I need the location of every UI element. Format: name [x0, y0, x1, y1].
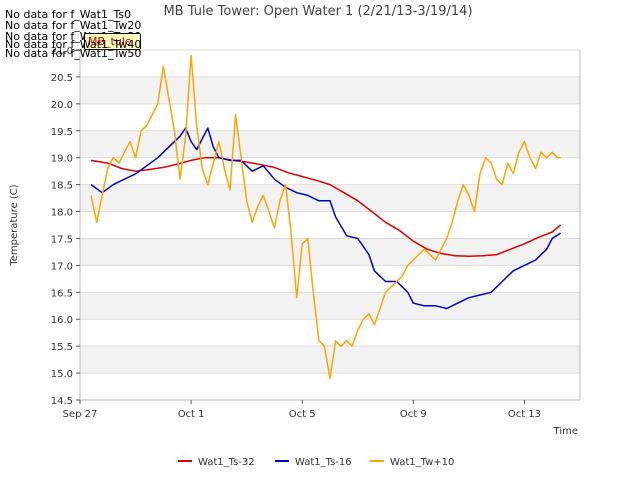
y-tick-label: 15.5: [51, 342, 73, 353]
y-tick-label: 17.0: [51, 261, 73, 272]
x-tick-label: Oct 13: [508, 409, 541, 420]
plot-band: [80, 76, 580, 104]
grid-lines: [80, 49, 580, 401]
y-tick-label: 20.0: [51, 100, 73, 111]
series-line-wat1-ts-32: [90, 156, 562, 257]
x-tick-label: Oct 1: [178, 409, 205, 420]
series-line-wat1-tw-10: [90, 54, 561, 380]
plot-area: [80, 50, 580, 400]
plot-band: [80, 130, 580, 158]
y-tick-label: 18.0: [51, 208, 73, 219]
plot-background: [80, 50, 580, 400]
y-tick-label: 16.0: [51, 315, 73, 326]
plot-band: [80, 346, 580, 374]
x-tick-label: Sep 27: [63, 409, 98, 420]
no-data-message: No data for f_Wat1_Ts0: [5, 8, 132, 21]
plot-band: [80, 292, 580, 320]
legend: Wat1_Ts-32 Wat1_Ts-16 Wat1_Tw+10: [178, 457, 454, 468]
x-axis-label: Time: [553, 426, 578, 437]
x-tick-label: Oct 5: [289, 409, 316, 420]
y-tick-label: 18.5: [51, 181, 73, 192]
y-tick-label: 14.5: [51, 396, 73, 407]
y-tick-label: 16.5: [51, 288, 73, 299]
chart-title: MB Tule Tower: Open Water 1 (2/21/13-3/1…: [163, 4, 472, 19]
series-line-wat1-ts-16: [90, 127, 562, 310]
y-tick-label: 21.0: [51, 46, 73, 57]
no-data-message: No data for f_Wat1_Tw30: [5, 30, 142, 43]
legend-label: Wat1_Ts-32: [198, 457, 255, 468]
no-data-message: No data for f_Wat1_Tw50: [5, 47, 142, 60]
plot-band: [80, 238, 580, 266]
no-data-message: No data for f_Wat1_Tw20: [5, 19, 142, 32]
site-badge: MB_tule: [84, 33, 141, 50]
legend-label: Wat1_Ts-16: [295, 457, 352, 468]
y-tick-label: 19.5: [51, 127, 73, 138]
y-tick-label: 20.5: [51, 73, 73, 84]
y-tick-label: 15.0: [51, 369, 73, 380]
no-data-message: No data for f_Wat1_Tw40: [5, 38, 142, 51]
y-tick-label: 19.0: [51, 154, 73, 165]
y-tick-label: 17.5: [51, 234, 73, 245]
data-series: [90, 54, 562, 380]
legend-label: Wat1_Tw+10: [390, 457, 454, 468]
y-axis-label: Temperature (C): [9, 184, 20, 266]
x-tick-label: Oct 9: [400, 409, 427, 420]
axes: 14.5 15.0 15.5 16.0 16.5 17.0 17.5 18.0 18.5 19.0…: [51, 46, 581, 420]
plot-band: [80, 184, 580, 212]
